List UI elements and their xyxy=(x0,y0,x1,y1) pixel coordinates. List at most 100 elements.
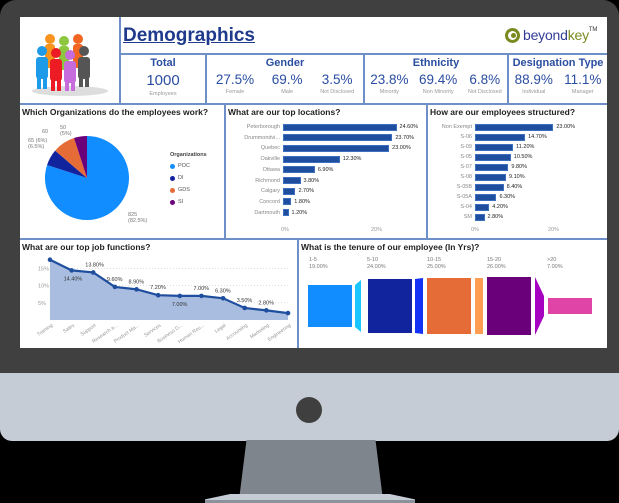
kpi-designation-manager-label: Manager xyxy=(571,89,594,95)
bar-row[interactable]: Richmond 3.80% xyxy=(230,177,319,185)
bar-row[interactable]: Oakville 12.30% xyxy=(230,155,361,163)
bar[interactable] xyxy=(475,203,490,211)
bar-category-label: Non Exempt xyxy=(441,124,472,130)
bar-row[interactable]: Ottawa 6.90% xyxy=(230,166,333,174)
bar-row[interactable]: SM 2.80% xyxy=(432,213,503,221)
kpi-gender-female-label: Female xyxy=(225,89,245,95)
bar-value-label: 23.00% xyxy=(392,145,411,152)
svg-text:Training: Training xyxy=(36,323,54,338)
svg-text:Sales: Sales xyxy=(62,322,76,334)
pie-label-poc: 825 (82.5%) xyxy=(128,212,148,225)
tenure-title: What is the tenure of our employee (In Y… xyxy=(301,242,480,252)
bar[interactable] xyxy=(283,166,315,174)
bar-row[interactable]: Dartmouth 1.20% xyxy=(230,209,307,217)
svg-text:6.30%: 6.30% xyxy=(215,288,231,294)
kpi-ethnicity-undisclosed-value: 6.8% xyxy=(469,72,501,87)
bar[interactable] xyxy=(283,123,397,131)
brand-logo: beyondkeyTM xyxy=(505,27,597,43)
kpi-gender: Gender 27.5% Female 69.% Male 3.5% Not Disc… xyxy=(207,55,365,103)
bar-row[interactable]: Peterborough 24.60% xyxy=(230,123,418,131)
svg-text:13.80%: 13.80% xyxy=(85,262,104,268)
bar-row[interactable]: Concord 1.80% xyxy=(230,198,310,206)
kpi-gender-female-value: 27.5% xyxy=(215,72,255,87)
bar[interactable] xyxy=(475,183,504,191)
legend-item-gds[interactable]: GDS xyxy=(170,187,190,193)
bar-value-label: 4.20% xyxy=(492,204,508,210)
locations-panel: What are our top locations? Peterborough… xyxy=(226,103,427,238)
bar-category-label: Oakville xyxy=(260,156,280,163)
logo-text-part2: key xyxy=(567,27,589,43)
svg-text:3.50%: 3.50% xyxy=(237,298,253,304)
kpi-total-label: Employees xyxy=(149,91,177,97)
bar-row[interactable]: S-05A 6.30% xyxy=(432,193,515,201)
bar[interactable] xyxy=(283,209,289,217)
beyondkey-logo-icon xyxy=(505,27,520,43)
bar[interactable] xyxy=(283,134,393,142)
svg-text:7.00%: 7.00% xyxy=(193,286,209,292)
kpi-ethnicity-minority-value: 23.8% xyxy=(370,72,409,87)
kpi-designation: Designation Type 88.9% Individual 11.1% Ma… xyxy=(509,55,607,103)
bar[interactable] xyxy=(475,213,485,221)
kpi-ethnicity-nonminority-label: Non Minority xyxy=(422,89,454,95)
bar-row[interactable]: Quebec 23.00% xyxy=(230,144,411,152)
legend-dot-icon xyxy=(170,187,175,193)
legend-item-si[interactable]: SI xyxy=(170,199,183,205)
bar-row[interactable]: S-07 9.80% xyxy=(432,163,527,171)
bar[interactable] xyxy=(475,163,509,171)
bar-category-label: Calgary xyxy=(261,188,280,195)
kpi-row: Total 1000 Employees Gender 27.5% Female 6… xyxy=(121,53,607,103)
kpi-designation-individual-label: Individual xyxy=(522,89,546,95)
bar[interactable] xyxy=(475,123,554,131)
bar-value-label: 6.90% xyxy=(317,166,334,173)
bar[interactable] xyxy=(475,193,497,201)
org-pie-panel: Which Organizations do the employees wor… xyxy=(20,103,225,238)
bar[interactable] xyxy=(475,143,514,151)
bar-value-label: 8.40% xyxy=(506,184,523,190)
bar[interactable] xyxy=(475,133,526,141)
bar-row[interactable]: S-05B 8.40% xyxy=(432,183,522,191)
org-pie-title: Which Organizations do the employees wor… xyxy=(22,107,209,117)
bar-row[interactable]: S-04 4.20% xyxy=(432,203,508,211)
bar[interactable] xyxy=(283,144,390,152)
kpi-total-title: Total xyxy=(150,57,176,69)
bar-category-label: Concord xyxy=(259,198,280,205)
page-title: Demographics xyxy=(123,25,255,46)
structure-panel: How are our employees structured? Non Ex… xyxy=(428,103,607,238)
bar-value-label: 23.00% xyxy=(556,124,576,130)
bar-category-label: Peterborough xyxy=(246,124,280,130)
bar-category-label: S-05 xyxy=(460,154,472,160)
bar-row[interactable]: S-08 9.10% xyxy=(432,173,525,181)
bar-row[interactable]: Non Exempt 23.00% xyxy=(432,123,575,131)
bar-value-label: 24.60% xyxy=(399,124,419,130)
kpi-gender-male-value: 69.% xyxy=(271,72,303,87)
bar[interactable] xyxy=(283,187,296,195)
kpi-designation-manager-value: 11.1% xyxy=(564,72,602,87)
kpi-ethnicity-minority-label: Minority xyxy=(379,89,400,95)
bar-value-label: 9.10% xyxy=(509,174,525,180)
tenure-funnel-chart[interactable] xyxy=(299,276,607,336)
bar-row[interactable]: S-09 11.20% xyxy=(432,143,534,151)
job-functions-area-chart[interactable]: 5% 10% 15% 14.40% 13.80% 9.60% 8.90% 7.20% 7.00%… xyxy=(20,252,297,348)
monitor-stand-base xyxy=(205,500,415,503)
bar[interactable] xyxy=(283,177,301,184)
bar-category-label: S-04 xyxy=(460,204,472,210)
bar-row[interactable]: S-06 14.70% xyxy=(432,133,547,141)
bar[interactable] xyxy=(283,198,292,206)
pie-label-si: 50 (5%) xyxy=(60,125,72,138)
bar-row[interactable]: Drummondvi... 23.70% xyxy=(230,134,414,142)
kpi-ethnicity-undisclosed-label: Not Disclosed xyxy=(467,89,502,95)
kpi-ethnicity-nonminority-value: 69.4% xyxy=(419,72,458,87)
bar-row[interactable]: Calgary 2.70% xyxy=(230,187,314,195)
bar-row[interactable]: S-05 10.50% xyxy=(432,153,532,161)
people-group-icon xyxy=(20,17,121,103)
legend-item-di[interactable]: DI xyxy=(170,175,184,181)
bar[interactable] xyxy=(283,155,340,163)
logo-trademark: TM xyxy=(588,27,598,33)
legend-item-poc[interactable]: POC xyxy=(170,163,190,169)
org-pie-chart[interactable] xyxy=(32,123,142,233)
bar[interactable] xyxy=(475,153,511,161)
bar-category-label: Quebec xyxy=(260,145,280,152)
bar[interactable] xyxy=(475,173,506,181)
tenure-label-15-20: 15-20 26.00% xyxy=(487,257,506,271)
